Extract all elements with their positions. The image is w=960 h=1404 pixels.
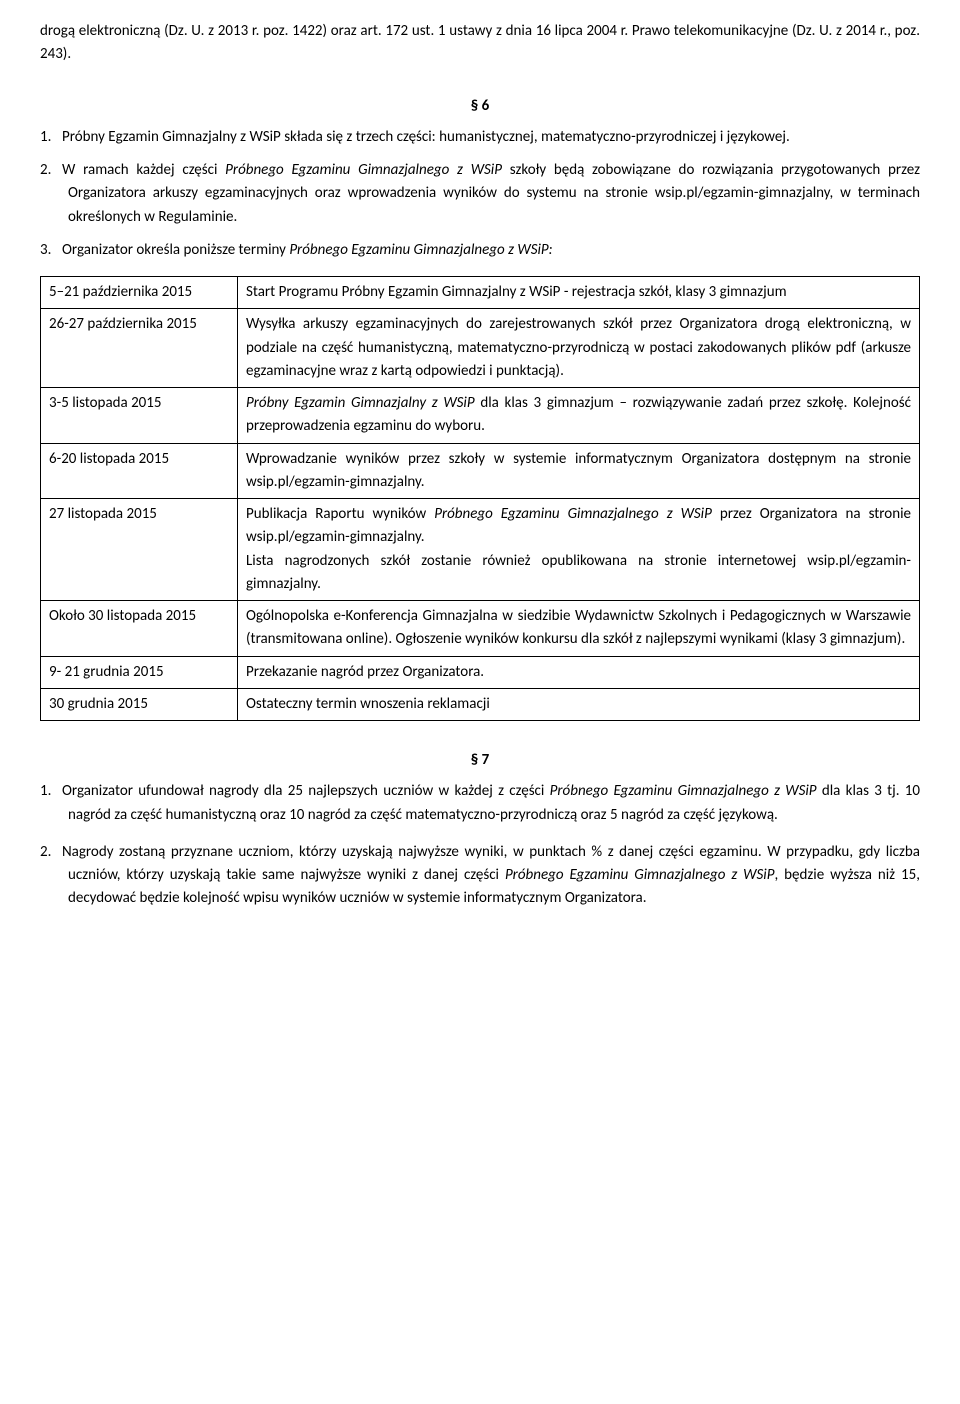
table-row: 26-27 października 2015 Wysyłka arkuszy … <box>41 309 920 388</box>
date-cell: 3-5 listopada 2015 <box>41 388 238 444</box>
s6-item-3: 3.Organizator określa poniższe terminy P… <box>40 239 920 262</box>
desc-cell: Start Programu Próbny Egzamin Gimnazjaln… <box>238 277 920 309</box>
s7-item-2: 2.Nagrody zostaną przyznane uczniom, któ… <box>40 841 920 911</box>
desc-line2: Lista nagrodzonych szkół zostanie równie… <box>246 552 911 593</box>
table-row: 9- 21 grudnia 2015 Przekazanie nagród pr… <box>41 656 920 688</box>
item-number: 2. <box>40 841 62 864</box>
desc-italic: Próbnego Egzaminu Gimnazjalnego z WSiP <box>434 505 712 523</box>
desc-italic: Próbny Egzamin Gimnazjalny z WSiP <box>246 394 475 412</box>
section-6-list: 1.Próbny Egzamin Gimnazjalny z WSiP skła… <box>40 126 920 262</box>
desc-cell: Ogólnopolska e-Konferencja Gimnazjalna w… <box>238 601 920 657</box>
desc-cell: Próbny Egzamin Gimnazjalny z WSiP dla kl… <box>238 388 920 444</box>
schedule-table: 5–21 października 2015 Start Programu Pr… <box>40 276 920 721</box>
table-row: 6-20 listopada 2015 Wprowadzanie wyników… <box>41 443 920 499</box>
table-row: 5–21 października 2015 Start Programu Pr… <box>41 277 920 309</box>
section-7-header: § 7 <box>40 749 920 772</box>
desc-cell: Wysyłka arkuszy egzaminacyjnych do zarej… <box>238 309 920 388</box>
table-row: Około 30 listopada 2015 Ogólnopolska e-K… <box>41 601 920 657</box>
date-cell: 9- 21 grudnia 2015 <box>41 656 238 688</box>
item-number: 2. <box>40 159 62 182</box>
item-text: Próbny Egzamin Gimnazjalny z WSiP składa… <box>62 128 790 146</box>
date-cell: 26-27 października 2015 <box>41 309 238 388</box>
item-text-italic: Próbnego Egzaminu Gimnazjalnego z WSiP <box>550 782 817 800</box>
item-number: 1. <box>40 126 62 149</box>
item-number: 3. <box>40 239 62 262</box>
date-cell: 30 grudnia 2015 <box>41 688 238 720</box>
s6-item-1: 1.Próbny Egzamin Gimnazjalny z WSiP skła… <box>40 126 920 149</box>
date-cell: 5–21 października 2015 <box>41 277 238 309</box>
desc-cell: Ostateczny termin wnoszenia reklamacji <box>238 688 920 720</box>
desc-cell: Wprowadzanie wyników przez szkoły w syst… <box>238 443 920 499</box>
date-cell: 6-20 listopada 2015 <box>41 443 238 499</box>
date-cell: 27 listopada 2015 <box>41 499 238 601</box>
item-text-pre: W ramach każdej części <box>62 161 225 179</box>
table-row: 27 listopada 2015 Publikacja Raportu wyn… <box>41 499 920 601</box>
s6-item-2: 2.W ramach każdej części Próbnego Egzami… <box>40 159 920 229</box>
date-cell: Około 30 listopada 2015 <box>41 601 238 657</box>
item-number: 1. <box>40 780 62 803</box>
item-text-italic: Próbnego Egzaminu Gimnazjalnego z WSiP <box>505 866 775 884</box>
table-row: 30 grudnia 2015 Ostateczny termin wnosze… <box>41 688 920 720</box>
item-text-pre: Organizator określa poniższe terminy <box>62 241 289 259</box>
s7-item-1: 1.Organizator ufundował nagrody dla 25 n… <box>40 780 920 827</box>
section-6-header: § 6 <box>40 95 920 118</box>
desc-cell: Przekazanie nagród przez Organizatora. <box>238 656 920 688</box>
desc-pre: Publikacja Raportu wyników <box>246 505 434 523</box>
item-text-italic: Próbnego Egzaminu Gimnazjalnego z WSiP <box>225 161 502 179</box>
item-text-pre: Organizator ufundował nagrody dla 25 naj… <box>62 782 550 800</box>
intro-paragraph: drogą elektroniczną (Dz. U. z 2013 r. po… <box>40 20 920 67</box>
item-text-italic: Próbnego Egzaminu Gimnazjalnego z WSiP: <box>289 241 552 259</box>
desc-cell: Publikacja Raportu wyników Próbnego Egza… <box>238 499 920 601</box>
table-row: 3-5 listopada 2015 Próbny Egzamin Gimnaz… <box>41 388 920 444</box>
